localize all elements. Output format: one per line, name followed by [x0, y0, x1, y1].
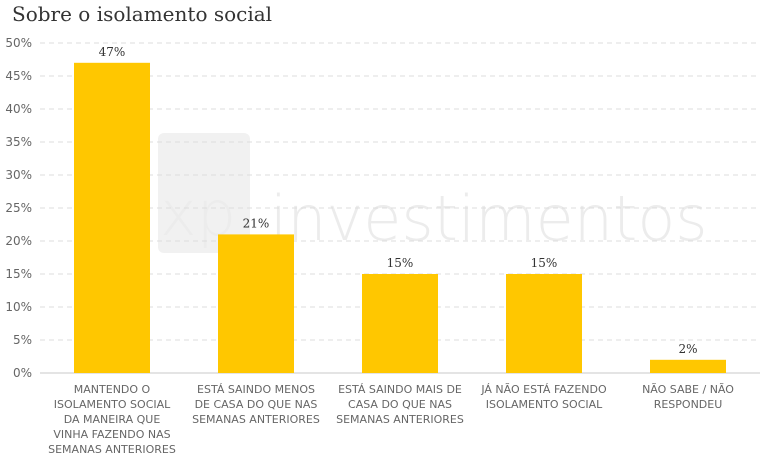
bar [362, 274, 438, 373]
category-label-line: DE CASA DO QUE NAS [195, 398, 318, 411]
watermark: xp investimentos [158, 133, 708, 255]
data-label: 21% [243, 216, 270, 230]
category-label-line: RESPONDEU [654, 398, 723, 411]
data-label: 15% [387, 256, 414, 270]
y-tick-label: 10% [5, 300, 32, 314]
y-tick-label: 0% [13, 366, 32, 380]
y-tick-label: 40% [5, 102, 32, 116]
watermark-text: investimentos [270, 182, 708, 255]
category-labels: MANTENDO O ISOLAMENTO SOCIAL DA MANEIRA QU… [48, 383, 734, 456]
category-label-line: SEMANAS ANTERIORES [192, 413, 320, 426]
bars [74, 62, 726, 374]
category-label-line: ISOLAMENTO SOCIAL [486, 398, 603, 411]
y-tick-label: 35% [5, 135, 32, 149]
category-label-line: MANTENDO O [74, 383, 151, 396]
watermark-logo-box [158, 133, 250, 253]
bar [650, 359, 726, 373]
y-tick-label: 15% [5, 267, 32, 281]
bar [218, 234, 294, 373]
category-label-line: ESTÁ SAINDO MAIS DE [338, 383, 462, 396]
y-tick-label: 5% [13, 333, 32, 347]
category-label-line: SEMANAS ANTERIORES [48, 443, 176, 456]
category-label-line: ESTÁ SAINDO MENOS [197, 383, 315, 396]
y-tick-label: 50% [5, 36, 32, 50]
bar [506, 274, 582, 373]
y-tick-label: 45% [5, 69, 32, 83]
y-tick-label: 20% [5, 234, 32, 248]
y-tick-label: 25% [5, 201, 32, 215]
bar [74, 62, 150, 374]
category-label-line: NÃO SABE / NÃO [642, 383, 734, 396]
data-label: 2% [678, 342, 697, 356]
category-label-line: SEMANAS ANTERIORES [336, 413, 464, 426]
y-tick-label: 30% [5, 168, 32, 182]
category-label-line: CASA DO QUE NAS [348, 398, 452, 411]
category-label-line: JÁ NÃO ESTÁ FAZENDO [480, 383, 607, 396]
category-label: MANTENDO O ISOLAMENTO SOCIAL DA MANEIRA QU… [48, 383, 176, 456]
category-label-line: DA MANEIRA QUE [64, 413, 161, 426]
data-label: 47% [99, 45, 126, 59]
y-axis-ticks: 0% 5% 10% 15% 20% 25% 30% 35% 40% 45% 50% [5, 36, 32, 380]
category-label: ESTÁ SAINDO MAIS DE CASA DO QUE NAS SEMANA… [336, 383, 464, 426]
chart-title: Sobre o isolamento social [12, 2, 273, 26]
data-label: 15% [531, 256, 558, 270]
category-label: JÁ NÃO ESTÁ FAZENDO ISOLAMENTO SOCIAL [480, 383, 607, 411]
category-label: NÃO SABE / NÃO RESPONDEU [642, 383, 734, 411]
category-label-line: VINHA FAZENDO NAS [53, 428, 170, 441]
category-label: ESTÁ SAINDO MENOS DE CASA DO QUE NAS SEMAN… [192, 383, 320, 426]
category-label-line: ISOLAMENTO SOCIAL [54, 398, 171, 411]
data-labels: 47% 21% 15% 15% 2% [99, 45, 698, 356]
